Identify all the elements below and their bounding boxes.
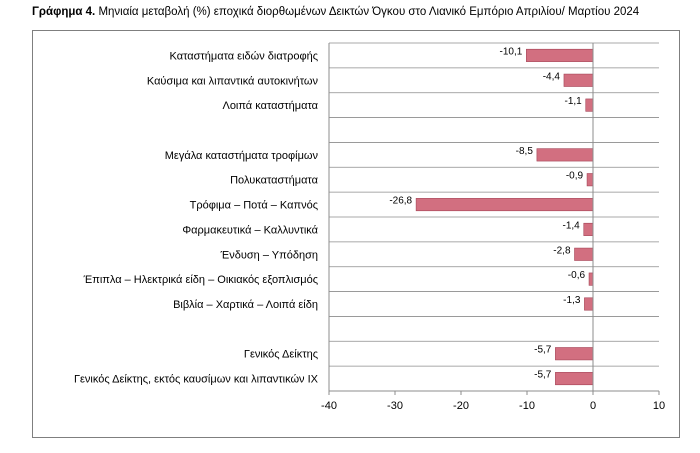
x-tick-label: -10 [519,400,535,412]
category-label: Καύσιμα και λιπαντικά αυτοκινήτων [147,75,319,87]
bar [583,222,594,236]
bar [555,347,594,361]
category-label: Τρόφιμα – Ποτά – Καπνός [190,200,318,212]
category-label: Καταστήματα ειδών διατροφής [170,50,318,62]
caption-text: Μηνιαία μεταβολή (%) εποχικά διορθωμένων… [98,6,640,18]
category-label: Πολυκαταστήματα [230,175,319,187]
category-label: Λοιπά καταστήματα [222,100,318,112]
data-label: -1,1 [565,96,583,107]
bar [536,148,594,162]
bar [415,198,594,212]
category-label: Ένδυση – Υπόδηση [220,249,318,261]
data-label: -0,9 [566,171,584,182]
data-label: -4,4 [543,71,561,82]
category-label: Βιβλία – Χαρτικά – Λοιπά είδη [173,299,318,311]
x-tick-label: -30 [387,400,403,412]
bar [586,173,594,187]
data-label: -1,3 [563,295,581,306]
chart-caption: Γράφημα 4. Μηνιαία μεταβολή (%) εποχικά … [32,6,639,18]
category-label: Γενικός Δείκτης [244,349,318,361]
bar [574,247,594,261]
bar [585,98,594,112]
data-label: -1,4 [563,220,581,231]
category-label: Έπιπλα – Ηλεκτρικά είδη – Οικιακός εξοπλ… [83,274,318,286]
x-tick-label: 0 [590,400,596,412]
category-label: Γενικός Δείκτης, εκτός καυσίμων και λιπα… [74,374,319,386]
data-label: -10,1 [500,46,523,57]
data-label: -26,8 [389,196,412,207]
bar [588,272,594,286]
x-tick-label: -40 [321,400,337,412]
bar [563,73,594,87]
bar [555,372,594,386]
x-tick-label: 10 [653,400,665,412]
data-label: -2,8 [553,245,571,256]
bar [526,48,594,62]
bar [584,297,594,311]
category-label: Φαρμακευτικά – Καλλυντικά [182,224,318,236]
data-label: -0,6 [568,270,586,281]
caption-prefix: Γράφημα 4. [32,6,96,18]
category-label: Μεγάλα καταστήματα τροφίμων [165,150,319,162]
data-label: -5,7 [534,345,552,356]
data-label: -8,5 [516,146,534,157]
data-label: -5,7 [534,370,552,381]
x-tick-label: -20 [453,400,469,412]
